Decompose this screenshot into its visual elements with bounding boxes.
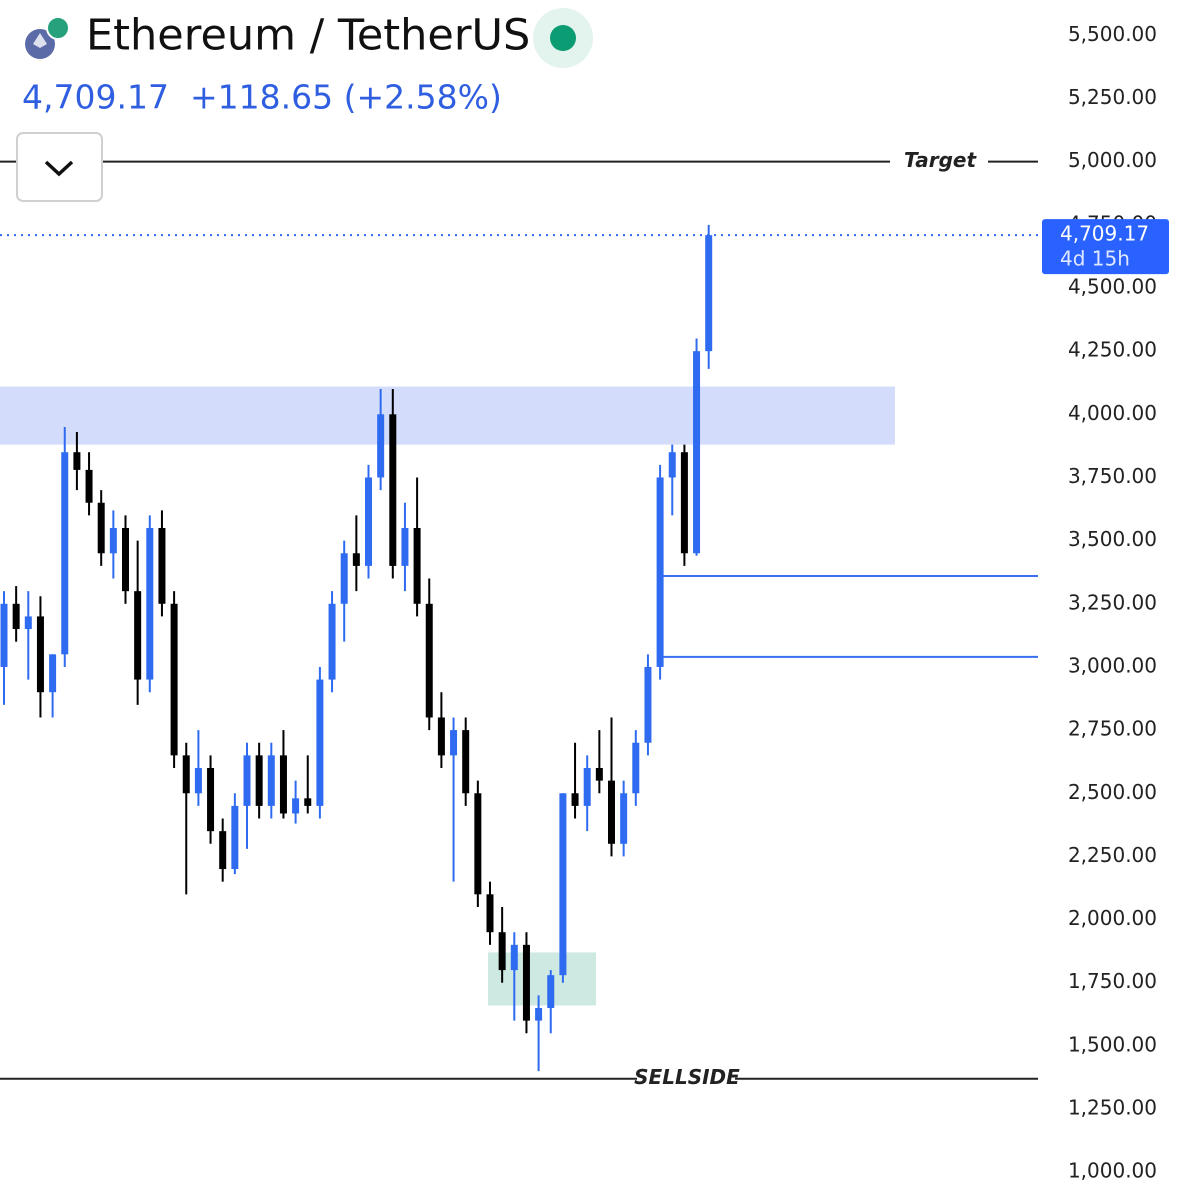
price-change: +118.65 (+2.58%)	[190, 78, 502, 117]
candle-body	[437, 717, 445, 756]
candle-body	[109, 528, 117, 554]
y-tick-label: 2,750.00	[1068, 717, 1157, 741]
supply-zone	[0, 386, 895, 445]
candle-body	[85, 469, 93, 503]
candle-body	[73, 452, 81, 470]
y-tick-label: 5,500.00	[1068, 22, 1157, 46]
candle-body	[608, 780, 615, 844]
candle-body	[194, 768, 202, 794]
candle-body	[61, 452, 69, 655]
price-label: 4,709.17	[1060, 222, 1149, 246]
candle-body	[352, 553, 360, 566]
candle-body	[498, 932, 506, 971]
candle-body	[377, 414, 385, 478]
candle-body	[231, 805, 239, 870]
y-tick-label: 4,000.00	[1068, 401, 1157, 425]
y-tick-label: 5,250.00	[1068, 85, 1157, 109]
candle-body	[620, 793, 628, 844]
price-label-bg	[1042, 219, 1169, 275]
y-tick-label: 2,500.00	[1068, 780, 1157, 804]
candle-body	[693, 351, 701, 554]
candle-body	[182, 755, 190, 794]
candle-body	[267, 755, 275, 806]
eth-glyph	[33, 33, 47, 48]
candle-body	[146, 528, 154, 680]
candle-body	[559, 793, 567, 976]
candle-body	[328, 603, 336, 680]
y-tick-label: 4,250.00	[1068, 338, 1157, 362]
candle-body	[304, 798, 312, 806]
y-tick-label: 1,750.00	[1068, 969, 1157, 993]
y-tick-label: 3,500.00	[1068, 527, 1157, 551]
y-tick-label: 2,250.00	[1068, 843, 1157, 867]
candle-body	[24, 616, 32, 630]
candle-body	[97, 502, 105, 554]
candle-body	[158, 528, 166, 604]
candle-body	[292, 798, 300, 814]
candle-body	[632, 742, 640, 794]
candle-body	[510, 944, 518, 971]
y-tick-label: 3,750.00	[1068, 464, 1157, 488]
candle-body	[401, 528, 409, 566]
level-label: SELLSIDE	[634, 1065, 740, 1089]
y-tick-label: 3,250.00	[1068, 590, 1157, 614]
y-tick-label: 5,000.00	[1068, 148, 1157, 172]
candle-body	[535, 1008, 543, 1021]
plot: Target SELLSIDE	[0, 34, 1046, 1173]
y-tick-label: 1,500.00	[1068, 1032, 1157, 1056]
last-price: 4,709.17	[22, 78, 169, 117]
candle-body	[36, 616, 44, 693]
candle-body	[425, 603, 433, 718]
candle-body	[705, 235, 713, 352]
candle-body	[656, 477, 664, 667]
countdown-label: 4d 15h	[1060, 247, 1130, 271]
candle-body	[413, 528, 421, 604]
candle-body	[547, 975, 555, 1008]
candle-body	[680, 452, 688, 554]
candle-body	[644, 666, 652, 743]
demand-box	[488, 952, 596, 1006]
candle-body	[207, 768, 215, 832]
level-label: Target	[904, 148, 978, 172]
candle-body	[462, 730, 470, 794]
candle-body	[0, 603, 8, 667]
candle-body	[668, 452, 676, 478]
chevron	[44, 160, 74, 177]
y-tick-label: 1,250.00	[1068, 1096, 1157, 1120]
candle-body	[122, 528, 129, 592]
candle-body	[450, 730, 458, 756]
candle-body	[365, 477, 372, 566]
tether-icon	[46, 16, 70, 40]
candle-body	[255, 755, 263, 806]
candle-body	[522, 944, 530, 1021]
y-tick-label: 3,000.00	[1068, 653, 1157, 677]
candle-body	[486, 894, 494, 933]
candle-body	[595, 768, 603, 781]
y-tick-label: 1,000.00	[1068, 1159, 1157, 1183]
candle-body	[474, 793, 482, 895]
candle-body	[583, 768, 591, 806]
dropdown-button[interactable]	[16, 132, 103, 202]
candle-body	[316, 679, 324, 806]
y-tick-label: 4,500.00	[1068, 275, 1157, 299]
status-dot	[550, 25, 576, 51]
candle-body	[49, 654, 57, 693]
candle-body	[219, 831, 227, 870]
symbol-title: Ethereum / TetherUS	[86, 11, 530, 61]
y-tick-label: 2,000.00	[1068, 906, 1157, 930]
candle-body	[571, 793, 579, 806]
candle-body	[170, 603, 178, 756]
candle-body	[389, 414, 397, 566]
candle-body	[243, 755, 251, 806]
candle-body	[340, 553, 348, 604]
candle-body	[12, 603, 20, 630]
candle-body	[134, 591, 142, 680]
candle-body	[279, 755, 287, 814]
